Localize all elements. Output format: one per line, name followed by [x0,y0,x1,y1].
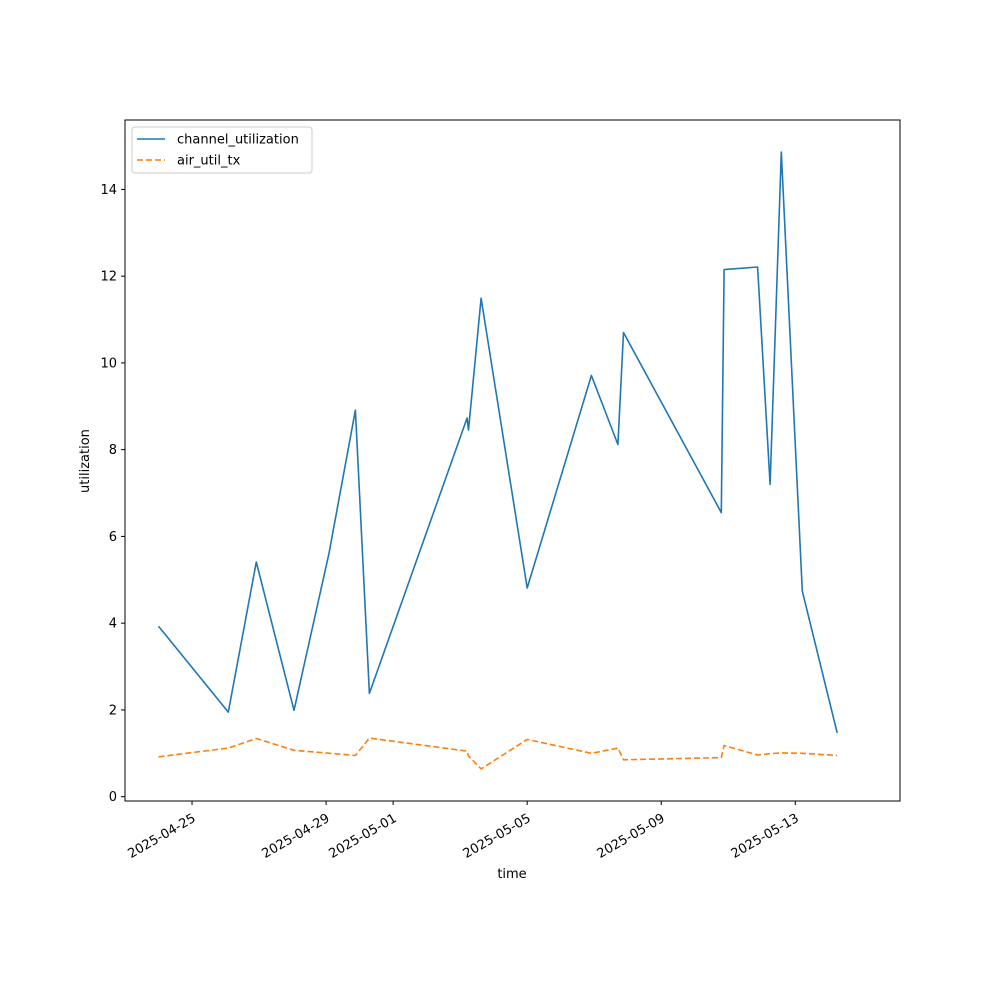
y-tick-label: 12 [100,270,117,285]
series-line-channel-utilization [157,151,838,734]
y-tick-label: 4 [109,617,117,632]
legend-label-air-util-tx: air_util_tx [177,154,241,169]
series-line-air-util-tx [158,737,838,770]
y-tick-label: 6 [109,530,117,545]
y-tick-label: 10 [100,356,117,371]
y-tick-label: 8 [109,443,117,458]
legend: channel_utilization air_util_tx [131,126,313,174]
plot-frame [124,119,901,802]
y-axis-label: utilization [78,429,93,493]
y-tick-label: 14 [100,183,117,198]
y-tick-label: 2 [109,703,117,718]
series-layer [157,151,838,770]
legend-box [131,126,313,174]
y-axis-ticks: 0 2 4 6 8 10 12 14 [100,183,125,805]
legend-label-channel-utilization: channel_utilization [177,133,299,148]
y-tick-label: 0 [109,790,117,805]
x-axis-label: time [497,867,526,882]
